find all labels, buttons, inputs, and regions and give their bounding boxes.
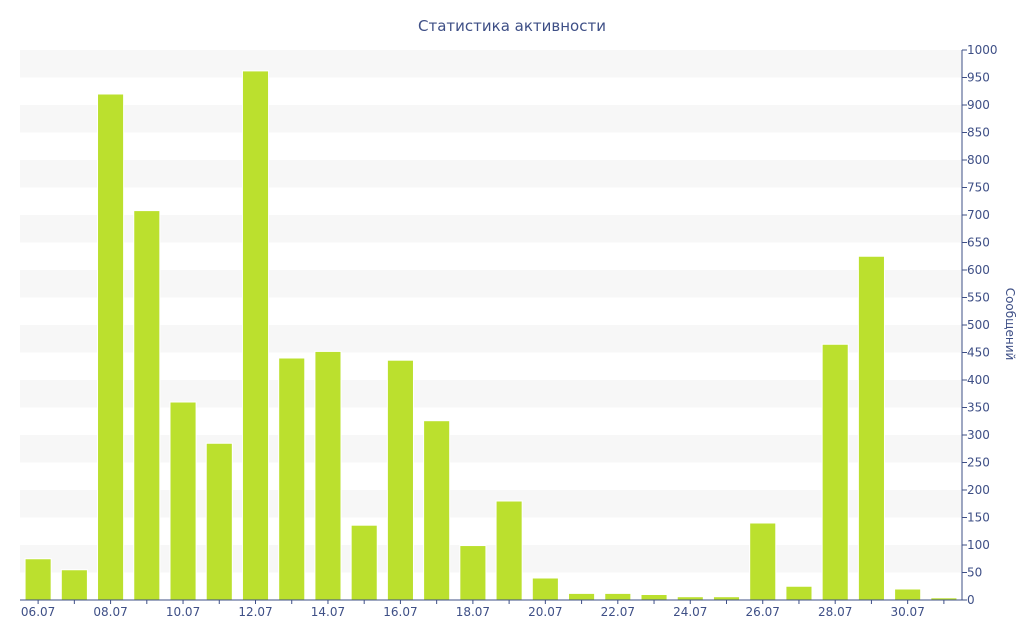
y-tick-label: 1000 <box>967 43 998 57</box>
grid-band <box>20 325 962 353</box>
y-tick-label: 150 <box>967 511 990 525</box>
chart-title: Статистика активности <box>418 17 606 35</box>
y-tick-label: 450 <box>967 346 990 360</box>
y-tick-label: 850 <box>967 126 990 140</box>
bar-28.07 <box>821 343 849 601</box>
bar-20.07 <box>531 577 559 601</box>
y-axis-title: Сообщений <box>1003 288 1017 361</box>
bar-26.07 <box>749 522 777 601</box>
y-tick-label: 400 <box>967 373 990 387</box>
bar-16.07 <box>386 359 414 601</box>
grid-band <box>20 50 962 78</box>
bar-23.07 <box>640 594 668 601</box>
bar-29.07 <box>857 255 885 601</box>
y-tick-label: 800 <box>967 153 990 167</box>
bar-09.07 <box>133 210 161 601</box>
bar-06.07 <box>24 558 52 601</box>
bar-18.07 <box>459 545 487 601</box>
bar-21.07 <box>568 592 596 601</box>
x-tick-label: 28.07 <box>818 605 852 619</box>
x-tick-label: 30.07 <box>890 605 924 619</box>
y-tick-label: 300 <box>967 428 990 442</box>
bar-19.07 <box>495 500 523 601</box>
grid-band <box>20 160 962 188</box>
y-tick-label: 950 <box>967 71 990 85</box>
y-tick-label: 900 <box>967 98 990 112</box>
bar-11.07 <box>205 442 233 601</box>
bar-14.07 <box>314 350 342 601</box>
x-tick-label: 24.07 <box>673 605 707 619</box>
x-tick-label: 14.07 <box>311 605 345 619</box>
x-tick-label: 08.07 <box>93 605 127 619</box>
axes: 0 50 100 150 200 250 300 350 400 450 500 550 600 650 7… <box>20 43 998 619</box>
grid-band <box>20 490 962 518</box>
bar-07.07 <box>60 569 88 601</box>
grid-bands <box>20 50 962 573</box>
x-tick-label: 10.07 <box>166 605 200 619</box>
x-tick-label: 26.07 <box>746 605 780 619</box>
y-tick-label: 600 <box>967 263 990 277</box>
x-tick-label: 18.07 <box>456 605 490 619</box>
grid-band <box>20 215 962 243</box>
y-tick-label: 700 <box>967 208 990 222</box>
x-tick-label: 22.07 <box>601 605 635 619</box>
y-tick-label: 350 <box>967 401 990 415</box>
bar-22.07 <box>604 592 632 601</box>
x-tick-label: 16.07 <box>383 605 417 619</box>
grid-band <box>20 545 962 573</box>
bars <box>24 70 958 601</box>
grid-band <box>20 270 962 298</box>
x-tick-label: 06.07 <box>21 605 55 619</box>
bar-15.07 <box>350 524 378 601</box>
bar-13.07 <box>278 357 306 601</box>
bar-12.07 <box>241 70 270 601</box>
y-tick-label: 200 <box>967 483 990 497</box>
bar-27.07 <box>785 585 813 601</box>
y-tick-label: 50 <box>967 566 982 580</box>
y-tick-label: 0 <box>967 593 975 607</box>
y-tick-label: 650 <box>967 236 990 250</box>
y-tick-label: 550 <box>967 291 990 305</box>
grid-band <box>20 380 962 408</box>
y-tick-label: 250 <box>967 456 990 470</box>
bar-08.07 <box>97 93 125 601</box>
y-tick-label: 500 <box>967 318 990 332</box>
y-tick-label: 100 <box>967 538 990 552</box>
x-tick-label: 12.07 <box>238 605 272 619</box>
bar-30.07 <box>894 588 922 601</box>
y-tick-label: 750 <box>967 181 990 195</box>
bar-17.07 <box>423 420 451 601</box>
x-tick-label: 20.07 <box>528 605 562 619</box>
grid-band <box>20 435 962 463</box>
bar-10.07 <box>169 401 197 601</box>
grid-band <box>20 105 962 133</box>
